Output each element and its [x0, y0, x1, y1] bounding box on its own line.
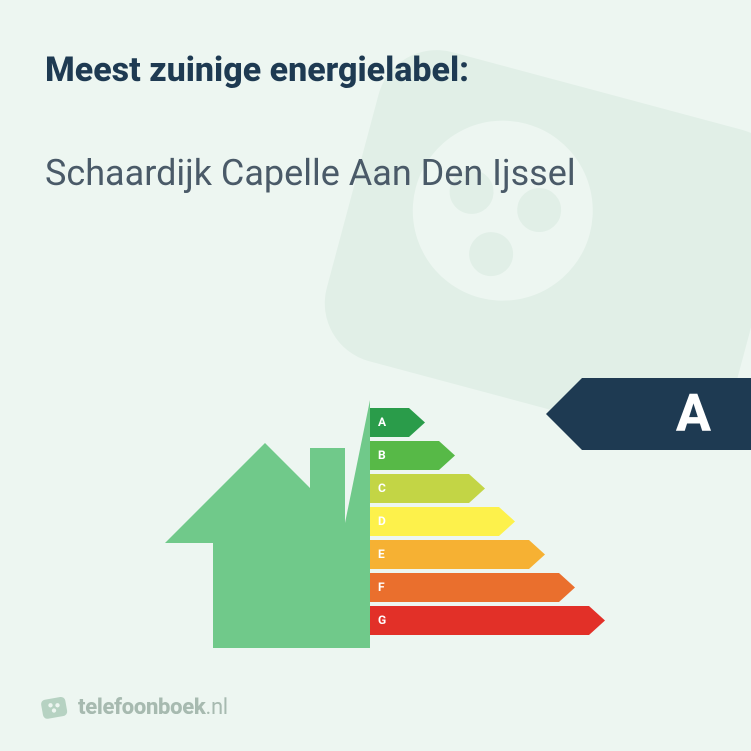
bar-label: A	[378, 408, 386, 437]
bar-shape	[370, 474, 485, 503]
card-subtitle: Schaardijk Capelle Aan Den Ijssel	[45, 151, 645, 196]
footer-brand-suffix: .nl	[205, 695, 227, 720]
footer-logo-icon	[40, 693, 68, 721]
footer: telefoonboek.nl	[40, 693, 228, 721]
content-area: Meest zuinige energielabel: Schaardijk C…	[45, 50, 706, 196]
rating-arrow	[546, 378, 751, 450]
bar-label: E	[378, 540, 385, 569]
rating-value: A	[676, 378, 711, 450]
bar-label: D	[378, 507, 386, 536]
bar-shape	[370, 507, 515, 536]
bar-label: F	[378, 573, 385, 602]
bar-label: C	[378, 474, 386, 503]
bar-label: B	[378, 441, 386, 470]
footer-brand-bold: telefoonboek	[78, 695, 205, 720]
bar-label: G	[378, 606, 386, 635]
footer-brand: telefoonboek.nl	[78, 695, 228, 720]
house-icon	[155, 400, 370, 650]
bar-shape	[370, 573, 575, 602]
bar-shape	[370, 606, 605, 635]
energy-chart: ABCDEFG A	[0, 350, 751, 650]
bar-shape	[370, 540, 545, 569]
card-title: Meest zuinige energielabel:	[45, 50, 706, 91]
energy-label-card: Meest zuinige energielabel: Schaardijk C…	[0, 0, 751, 751]
